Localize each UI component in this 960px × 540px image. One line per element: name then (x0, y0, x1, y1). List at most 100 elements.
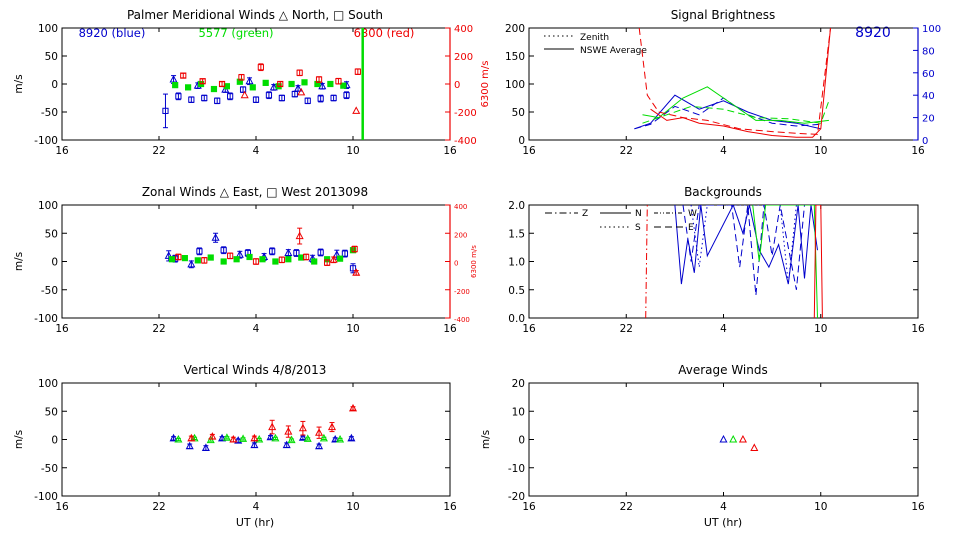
zonal-y2tick-label: -200 (454, 288, 470, 296)
zonal-ytick-label: -100 (34, 313, 58, 325)
zonal-xtick-label: 16 (55, 323, 69, 335)
zonal-point-square (220, 247, 227, 254)
backgrounds-ytick-label: 0.5 (508, 285, 525, 297)
backgrounds-xtick-label: 22 (620, 323, 633, 335)
zonal-y2tick-label: 400 (454, 203, 467, 211)
average-ytick-label: 0 (518, 435, 525, 447)
brightness-xtick-label: 16 (522, 145, 536, 157)
meridional-point-square (199, 78, 206, 85)
vertical-point-triangle (268, 422, 277, 431)
average-xtick-label: 16 (522, 501, 536, 513)
vertical-xtick-label: 10 (346, 501, 359, 513)
signal-brightness-panel: Signal Brightness 8920 Zenith NSWE Avera… (505, 8, 941, 157)
zonal-point-square (259, 256, 266, 263)
backgrounds-ytick-label: 1.5 (508, 228, 525, 240)
zonal-point-square (227, 252, 234, 259)
zonal-point-square (269, 248, 276, 255)
zonal-point-square (196, 248, 203, 255)
meridional-ytick-label: -50 (41, 107, 58, 119)
zonal-point-triangle (235, 250, 244, 258)
meridional-point-square (340, 82, 347, 89)
average-point-triangle (738, 434, 747, 443)
brightness-xtick-label: 10 (814, 145, 827, 157)
zonal-title: Zonal Winds △ East, □ West 2013098 (142, 185, 368, 199)
zonal-point-triangle (284, 248, 293, 257)
zonal-point-square (311, 258, 318, 265)
brightness-title: Signal Brightness (671, 8, 776, 22)
average-ytick-label: -20 (508, 491, 525, 503)
zonal-point-square (168, 256, 176, 263)
zonal-y2tick-label: 0 (454, 260, 458, 268)
vertical-point-triangle (239, 434, 248, 442)
zonal-point-triangle (332, 250, 341, 258)
brightness-y2tick-label: 60 (922, 69, 935, 80)
meridional-y2tick-label: -400 (454, 136, 477, 147)
meridional-frame (61, 27, 451, 141)
legend-z: Z (582, 209, 588, 219)
brightness-line-green-solid (642, 86, 829, 124)
backgrounds-line-green-solid (752, 205, 818, 318)
vertical-xlabel: UT (hr) (236, 516, 274, 529)
meridional-point-square (301, 79, 308, 86)
vertical-point-triangle (201, 443, 210, 451)
brightness-ytick-label: 150 (505, 51, 525, 63)
zonal-point-triangle (164, 251, 173, 259)
brightness-y2tick-label: 100 (922, 24, 941, 35)
vertical-point-triangle (336, 434, 345, 443)
zonal-point-square (336, 255, 344, 262)
zonal-point-square (303, 253, 310, 261)
legend-zenith: Zenith (580, 33, 609, 43)
meridional-xtick-label: 16 (55, 145, 69, 157)
vertical-point-triangle (187, 433, 196, 442)
meridional-point-square (327, 80, 334, 88)
vertical-point-triangle (255, 434, 264, 443)
meridional-point-square (277, 80, 284, 88)
vertical-point-triangle (327, 422, 337, 431)
zonal-point-square (207, 254, 214, 261)
legend-s: S (635, 223, 641, 233)
vertical-xtick-label: 4 (253, 501, 260, 513)
meridional-point-square (291, 90, 298, 98)
meridional-point-square (239, 86, 247, 93)
vertical-point-triangle (169, 433, 178, 442)
average-title: Average Winds (678, 363, 768, 377)
brightness-line-green-dashed (642, 100, 830, 124)
vertical-point-triangle (284, 427, 293, 435)
zonal-point-square (233, 256, 240, 263)
vertical-ylabel: m/s (13, 430, 25, 449)
average-ylabel: m/s (480, 430, 492, 449)
vertical-point-triangle (218, 433, 227, 442)
average-xlabel: UT (hr) (704, 516, 742, 529)
backgrounds-xtick-label: 16 (522, 323, 536, 335)
zonal-point-square (175, 253, 182, 261)
meridional-winds-panel: Palmer Meridional Winds △ North, □ South… (13, 8, 491, 157)
average-ytick-label: 10 (512, 406, 525, 418)
vertical-point-triangle (222, 433, 231, 441)
vertical-ytick-label: -100 (34, 491, 58, 503)
meridional-point-triangle (294, 83, 303, 92)
zonal-y2tick-label: -400 (454, 316, 470, 324)
backgrounds-line-blue-solid (674, 205, 818, 285)
zonal-point-square (293, 249, 300, 257)
meridional-point-triangle (318, 81, 327, 90)
brightness-xtick-label: 16 (911, 145, 925, 157)
zonal-point-triangle (187, 259, 196, 268)
average-point-triangle (719, 434, 728, 443)
zonal-ytick-label: 0 (51, 257, 58, 269)
meridional-point-square (188, 96, 195, 103)
vertical-title: Vertical Winds 4/8/2013 (184, 363, 327, 377)
brightness-frame (528, 27, 919, 141)
zonal-point-square (317, 249, 324, 256)
average-ytick-label: 20 (512, 378, 525, 390)
vertical-point-triangle (234, 436, 243, 444)
brightness-xtick-label: 4 (720, 145, 727, 157)
brightness-ytick-label: 0 (518, 135, 525, 147)
meridional-point-triangle (240, 90, 249, 99)
legend-6300: 6300 (red) (354, 26, 415, 40)
meridional-point-square (304, 97, 311, 104)
meridional-point-square (262, 79, 269, 86)
meridional-point-square (278, 94, 285, 102)
meridional-point-square (214, 97, 221, 104)
average-point-triangle (750, 443, 759, 451)
meridional-y2tick-label: -200 (454, 108, 477, 119)
